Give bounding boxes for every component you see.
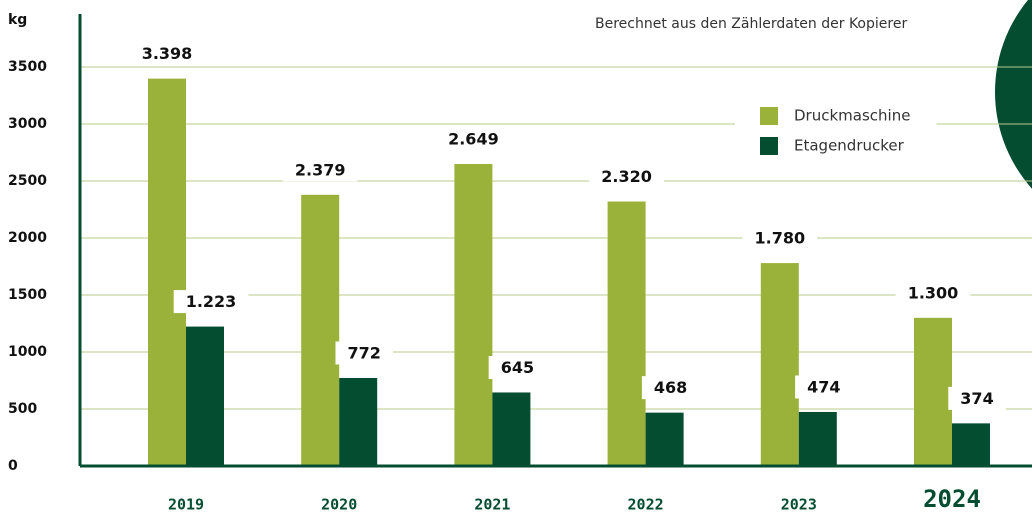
bar [952, 423, 990, 466]
bar [339, 377, 378, 466]
bar [492, 392, 531, 466]
bar [914, 317, 952, 466]
x-tick-label: 2023 [781, 496, 817, 514]
value-label: 474 [807, 377, 840, 396]
x-tick-label: 2022 [628, 496, 664, 514]
label-bg [795, 375, 853, 399]
x-tick-label: 2019 [168, 496, 204, 514]
y-axis-label: kg [8, 12, 27, 28]
y-tick-label: 1000 [8, 344, 47, 360]
bar [301, 194, 340, 466]
y-tick-label: 2000 [8, 230, 47, 246]
value-label: 645 [501, 358, 534, 377]
legend-bg [735, 94, 937, 167]
label-bg [173, 290, 249, 314]
bar [607, 201, 646, 466]
value-label: 374 [960, 389, 993, 408]
decor-circle [995, 0, 1032, 189]
value-label: 2.320 [601, 167, 652, 186]
chart-subtitle: Berechnet aus den Zählerdaten der Kopier… [595, 16, 907, 32]
value-label: 3.398 [142, 44, 193, 63]
value-label: 1.300 [908, 283, 959, 302]
x-tick-label: 2021 [474, 496, 510, 514]
x-tick-label: 2024 [923, 485, 981, 513]
label-bg [589, 165, 664, 189]
bar [760, 263, 799, 466]
value-label: 1.780 [754, 229, 805, 248]
label-bg [335, 341, 393, 365]
y-tick-label: 1500 [8, 287, 47, 303]
value-label: 772 [347, 343, 380, 362]
bar [645, 412, 684, 466]
label-bg [488, 355, 547, 379]
label-bg [895, 281, 971, 305]
legend-swatch [760, 137, 778, 155]
value-label: 468 [654, 378, 687, 397]
y-tick-label: 3000 [8, 116, 47, 132]
x-tick-label: 2020 [321, 496, 357, 514]
label-bg [129, 42, 205, 66]
legend-label: Etagendrucker [794, 137, 905, 155]
y-tick-label: 2500 [8, 173, 47, 189]
label-bg [948, 386, 1006, 410]
value-label: 2.379 [295, 160, 346, 179]
bar [148, 78, 186, 467]
legend-label: Druckmaschine [794, 107, 910, 125]
y-tick-label: 3500 [8, 59, 47, 75]
label-bg [282, 158, 358, 182]
y-tick-label: 0 [8, 458, 18, 474]
label-bg [641, 376, 700, 400]
label-bg [742, 226, 818, 250]
value-label: 2.649 [448, 130, 499, 149]
legend-swatch [760, 107, 778, 125]
value-label: 1.223 [186, 292, 237, 311]
label-bg [436, 127, 511, 151]
y-tick-label: 500 [8, 401, 37, 417]
bar [454, 164, 493, 466]
bar [186, 326, 224, 466]
bar [798, 411, 837, 466]
